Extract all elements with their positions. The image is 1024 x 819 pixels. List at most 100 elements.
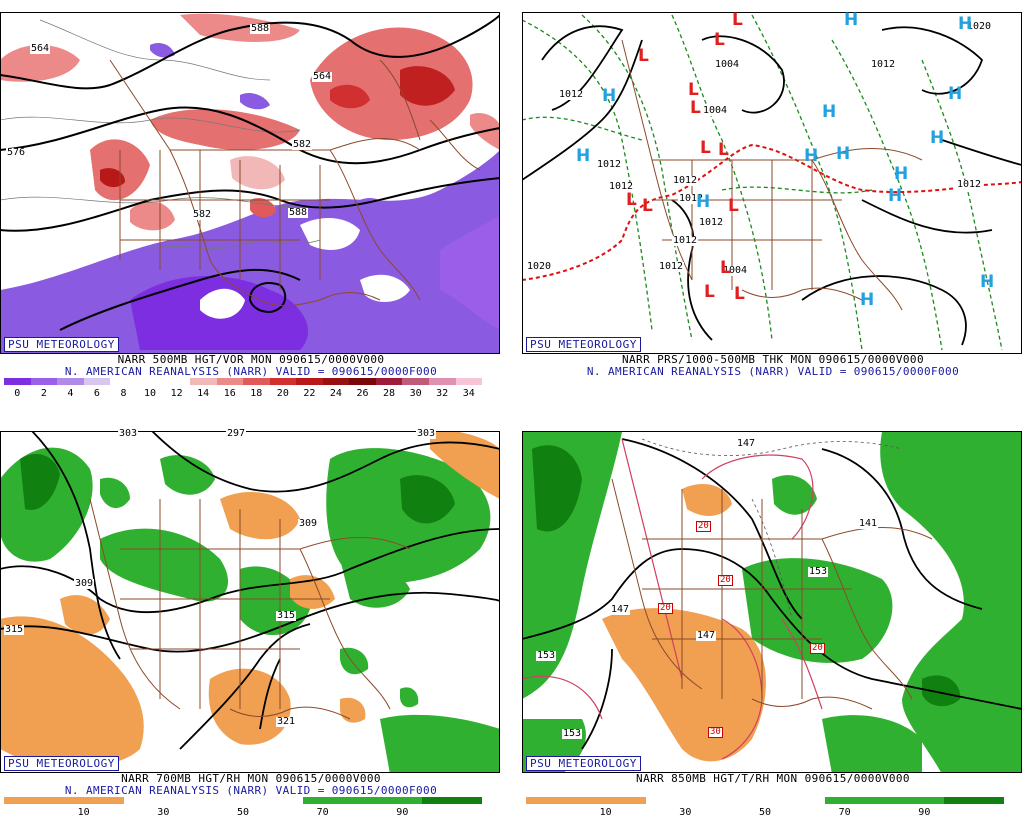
colorbar-swatch bbox=[645, 797, 706, 804]
contour-label: 309 bbox=[298, 518, 319, 529]
colorbar-swatch bbox=[349, 378, 376, 385]
colorbar-tick-label: 90 bbox=[918, 807, 931, 818]
contour-label: 153 bbox=[808, 566, 829, 577]
colorbar-tick-label: 50 bbox=[236, 807, 250, 818]
panel-subtitle: N. AMERICAN REANALYSIS (NARR) VALID = 09… bbox=[586, 365, 960, 378]
low-pressure-marker: L bbox=[728, 196, 739, 216]
colorbar-tick-label: 22 bbox=[303, 388, 316, 399]
colorbar-tick-label: 2 bbox=[40, 388, 47, 399]
temperature-label: 20 bbox=[658, 603, 673, 614]
high-pressure-marker: H bbox=[888, 186, 903, 206]
colorbar-swatch bbox=[243, 797, 303, 804]
isobar-label: 1004 bbox=[702, 105, 729, 116]
colorbar-tick-label: 50 bbox=[758, 807, 772, 818]
colorbar-tick-label: 30 bbox=[409, 388, 422, 399]
colorbar-swatch bbox=[526, 797, 586, 804]
colorbar-swatch bbox=[824, 797, 885, 804]
isobar-label: 1012 bbox=[678, 193, 705, 204]
contour-label: 297 bbox=[226, 428, 247, 439]
temperature-label: 20 bbox=[810, 643, 825, 654]
high-pressure-marker: H bbox=[948, 84, 963, 104]
colorbar-swatch bbox=[944, 797, 1004, 804]
colorbar-swatch bbox=[422, 797, 482, 804]
psu-meteorology-label: PSU METEOROLOGY bbox=[526, 756, 641, 771]
colorbar-swatch bbox=[243, 378, 270, 385]
panel-title: NARR 850MB HGT/T/RH MON 090615/0000V000 bbox=[636, 772, 910, 785]
colorbar-swatch bbox=[302, 797, 363, 804]
colorbar-tick-label: 26 bbox=[356, 388, 369, 399]
psu-meteorology-label: PSU METEOROLOGY bbox=[4, 756, 119, 771]
colorbar-swatch bbox=[322, 378, 350, 385]
colorbar-tick-label: 30 bbox=[157, 807, 170, 818]
colorbar-swatch bbox=[136, 378, 164, 385]
contour-label: 147 bbox=[610, 604, 631, 615]
contour-label: 588 bbox=[250, 23, 271, 34]
contour-label: 303 bbox=[118, 428, 139, 439]
contour-label: 588 bbox=[288, 207, 309, 218]
low-pressure-marker: L bbox=[714, 30, 725, 50]
isobar-label: 1012 bbox=[870, 59, 897, 70]
low-pressure-marker: L bbox=[690, 98, 701, 118]
contour-label: 147 bbox=[736, 438, 757, 449]
contour-label: 315 bbox=[276, 610, 297, 621]
colorbar-swatch bbox=[163, 378, 190, 385]
isobar-label: 1012 bbox=[698, 217, 725, 228]
high-pressure-marker: H bbox=[836, 144, 851, 164]
low-pressure-marker: L bbox=[734, 284, 745, 304]
colorbar-swatch bbox=[110, 378, 137, 385]
contour-label: 141 bbox=[858, 518, 879, 529]
high-pressure-marker: H bbox=[980, 272, 995, 292]
contour-label: 147 bbox=[696, 630, 717, 641]
contour-label: 303 bbox=[416, 428, 437, 439]
map-850mb bbox=[523, 432, 1021, 772]
high-pressure-marker: H bbox=[894, 164, 909, 184]
colorbar-swatch bbox=[123, 797, 184, 804]
contour-label: 153 bbox=[536, 650, 557, 661]
colorbar-swatch bbox=[4, 797, 64, 804]
colorbar-tick-label: 20 bbox=[276, 388, 289, 399]
map-500mb bbox=[1, 13, 499, 353]
colorbar-swatch bbox=[269, 378, 297, 385]
high-pressure-marker: H bbox=[822, 102, 837, 122]
temperature-label: 30 bbox=[708, 727, 723, 738]
colorbar-tick-label: 6 bbox=[93, 388, 100, 399]
contour-label: 582 bbox=[192, 209, 213, 220]
high-pressure-marker: H bbox=[860, 290, 875, 310]
contour-label: 309 bbox=[74, 578, 95, 589]
colorbar-swatch bbox=[362, 797, 423, 804]
low-pressure-marker: L bbox=[638, 46, 649, 66]
isobar-label: 1012 bbox=[608, 181, 635, 192]
isobar-label: 1004 bbox=[722, 265, 749, 276]
isobar-label: 1012 bbox=[596, 159, 623, 170]
panel-title: NARR 700MB HGT/RH MON 090615/0000V000 bbox=[121, 772, 381, 785]
colorbar-tick-label: 0 bbox=[14, 388, 21, 399]
high-pressure-marker: H bbox=[602, 86, 617, 106]
colorbar-swatch bbox=[429, 378, 456, 385]
low-pressure-marker: L bbox=[732, 10, 743, 30]
colorbar-swatch bbox=[189, 378, 217, 385]
high-pressure-marker: H bbox=[804, 146, 819, 166]
rh-colorbar bbox=[526, 797, 1004, 804]
high-pressure-marker: H bbox=[696, 192, 711, 212]
panel-title: NARR PRS/1000-500MB THK MON 090615/0000V… bbox=[622, 353, 924, 366]
colorbar-labels: 0 2 4 6 8 10 12 14 16 18 20 22 24 26 28 30 32 34 bbox=[4, 388, 482, 400]
colorbar-tick-label: 70 bbox=[838, 807, 851, 818]
contour-label: 315 bbox=[4, 624, 25, 635]
colorbar-swatch bbox=[884, 797, 945, 804]
colorbar-swatch bbox=[455, 378, 483, 385]
colorbar-swatch bbox=[296, 378, 323, 385]
low-pressure-marker: L bbox=[700, 138, 711, 158]
colorbar-tick-label: 12 bbox=[170, 388, 183, 399]
colorbar-tick-label: 8 bbox=[120, 388, 127, 399]
low-pressure-marker: L bbox=[720, 258, 731, 278]
colorbar-swatch bbox=[765, 797, 825, 804]
high-pressure-marker: H bbox=[844, 10, 859, 30]
colorbar-swatch bbox=[63, 797, 124, 804]
colorbar-tick-label: 70 bbox=[316, 807, 329, 818]
colorbar-labels: 10 30 50 70 90 bbox=[526, 807, 1004, 819]
low-pressure-marker: L bbox=[688, 80, 699, 100]
low-pressure-marker: L bbox=[718, 140, 729, 160]
high-pressure-marker: H bbox=[958, 14, 973, 34]
panel-500mb-vorticity: 564 576 582 564 582 588 588 PSU METEOROL… bbox=[0, 0, 502, 400]
colorbar-tick-label: 14 bbox=[197, 388, 210, 399]
